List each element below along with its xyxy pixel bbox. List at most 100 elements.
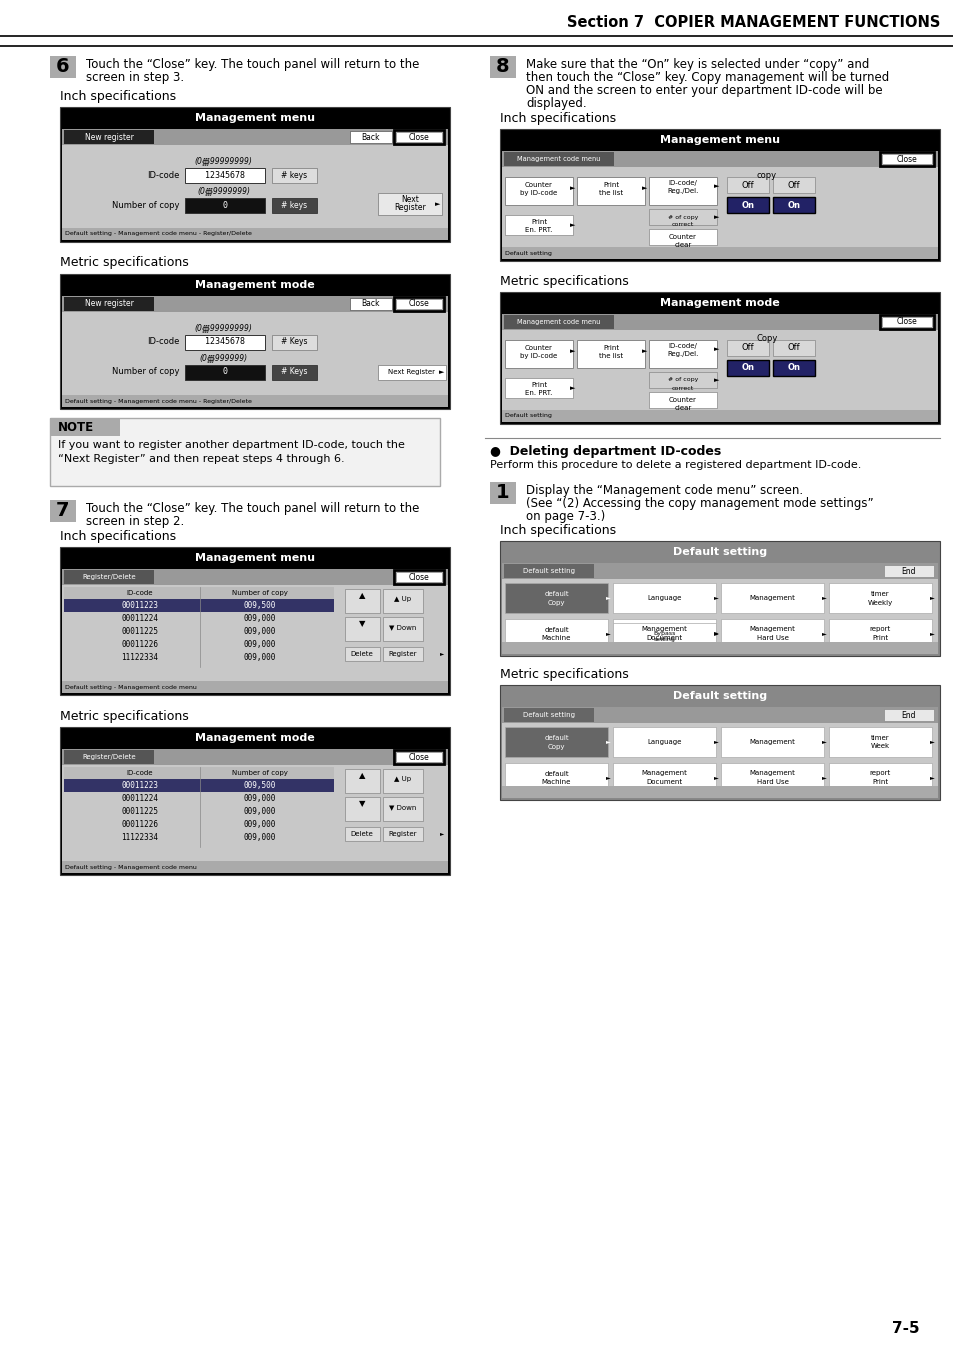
Text: ▲ Up: ▲ Up xyxy=(394,596,411,603)
Text: Hard Use: Hard Use xyxy=(756,635,787,642)
Text: En. PRT.: En. PRT. xyxy=(525,390,552,396)
Bar xyxy=(394,130,443,145)
Text: then touch the “Close” key. Copy management will be turned: then touch the “Close” key. Copy managem… xyxy=(525,72,888,84)
Text: Copy: Copy xyxy=(547,743,565,750)
Bar xyxy=(64,612,334,626)
Text: Register: Register xyxy=(388,831,416,838)
Bar xyxy=(501,313,937,409)
Text: Week: Week xyxy=(870,743,889,750)
Bar xyxy=(50,417,120,436)
Bar xyxy=(377,365,446,380)
Text: Print: Print xyxy=(602,182,618,188)
Text: If you want to register another department ID-code, touch the: If you want to register another departme… xyxy=(58,440,404,450)
Text: Inch specifications: Inch specifications xyxy=(499,524,616,536)
Text: ►: ► xyxy=(605,631,610,636)
Bar xyxy=(613,623,716,643)
Bar xyxy=(613,727,716,757)
Text: Touch the “Close” key. The touch panel will return to the: Touch the “Close” key. The touch panel w… xyxy=(86,503,419,515)
Text: ►: ► xyxy=(928,775,933,781)
Bar xyxy=(64,598,334,612)
Bar xyxy=(62,228,448,240)
Bar xyxy=(64,805,334,817)
Bar xyxy=(62,748,448,861)
Text: 00011226: 00011226 xyxy=(121,640,158,648)
Bar xyxy=(185,168,265,182)
Bar xyxy=(382,617,422,640)
Text: Language: Language xyxy=(647,594,681,601)
Text: 7-5: 7-5 xyxy=(891,1321,919,1336)
Bar xyxy=(62,569,448,681)
Text: Section 7  COPIER MANAGEMENT FUNCTIONS: Section 7 COPIER MANAGEMENT FUNCTIONS xyxy=(566,15,939,30)
Text: ID-code/: ID-code/ xyxy=(668,343,697,349)
Text: On: On xyxy=(786,200,800,209)
Bar xyxy=(64,570,153,584)
Bar xyxy=(62,569,448,585)
Text: Print: Print xyxy=(872,635,887,642)
Text: Default setting - Management code menu - Register/Delete: Default setting - Management code menu -… xyxy=(65,399,252,404)
Bar xyxy=(504,378,573,399)
Text: 009,500: 009,500 xyxy=(244,781,276,790)
Bar xyxy=(62,681,448,693)
Bar xyxy=(345,827,379,842)
Bar xyxy=(272,168,316,182)
Bar xyxy=(64,626,334,638)
Bar xyxy=(62,394,448,407)
Bar xyxy=(720,727,823,757)
Bar xyxy=(501,707,937,786)
Text: 009,000: 009,000 xyxy=(244,794,276,802)
Text: ►: ► xyxy=(570,222,575,228)
Text: End: End xyxy=(901,566,915,576)
Text: displayed.: displayed. xyxy=(525,97,586,109)
Bar xyxy=(64,130,153,145)
Bar xyxy=(64,750,153,765)
Text: Language: Language xyxy=(647,739,681,744)
Text: ►: ► xyxy=(821,739,825,744)
Text: 00011225: 00011225 xyxy=(121,627,158,636)
Text: ID-code/: ID-code/ xyxy=(668,180,697,186)
Text: Default setting: Default setting xyxy=(672,690,766,701)
Text: Reg./Del.: Reg./Del. xyxy=(666,351,698,357)
Bar xyxy=(185,365,265,380)
Bar xyxy=(64,586,334,598)
Text: Print: Print xyxy=(872,780,887,785)
Bar xyxy=(394,297,443,311)
Text: Counter: Counter xyxy=(668,397,697,403)
Text: En. PRT.: En. PRT. xyxy=(525,227,552,232)
Text: Register/Delete: Register/Delete xyxy=(82,754,135,761)
Bar xyxy=(501,313,937,330)
Text: ►: ► xyxy=(641,185,647,190)
Text: default: default xyxy=(543,627,568,632)
Bar xyxy=(828,727,931,757)
Text: correct: correct xyxy=(671,223,694,227)
Text: Off: Off xyxy=(740,343,754,353)
Bar xyxy=(382,647,422,661)
Text: Print: Print xyxy=(531,219,546,226)
Text: 00011225: 00011225 xyxy=(121,807,158,816)
Bar xyxy=(382,827,422,842)
Bar xyxy=(64,651,334,663)
Text: NOTE: NOTE xyxy=(58,422,94,434)
Bar xyxy=(60,107,450,242)
Text: (0∰99999999): (0∰99999999) xyxy=(194,323,253,332)
Bar xyxy=(726,177,768,193)
Text: Bypass: Bypass xyxy=(653,631,675,635)
Text: report: report xyxy=(869,770,890,777)
Bar xyxy=(648,230,717,245)
Text: timer: timer xyxy=(870,590,889,597)
Bar xyxy=(395,753,441,762)
Text: ▼: ▼ xyxy=(358,620,365,628)
Bar xyxy=(272,199,316,213)
Text: On: On xyxy=(740,363,754,373)
Text: 00011224: 00011224 xyxy=(121,794,158,802)
Text: ►: ► xyxy=(821,775,825,781)
Text: ►: ► xyxy=(928,739,933,744)
Bar xyxy=(499,128,939,261)
Text: Inch specifications: Inch specifications xyxy=(499,112,616,126)
Text: ►: ► xyxy=(641,349,647,354)
Bar xyxy=(772,359,814,376)
Text: (0∰99999999): (0∰99999999) xyxy=(194,157,253,166)
Text: New register: New register xyxy=(85,300,133,308)
Bar xyxy=(577,340,644,367)
Text: ▼: ▼ xyxy=(358,800,365,808)
Text: 11122334: 11122334 xyxy=(121,653,158,662)
